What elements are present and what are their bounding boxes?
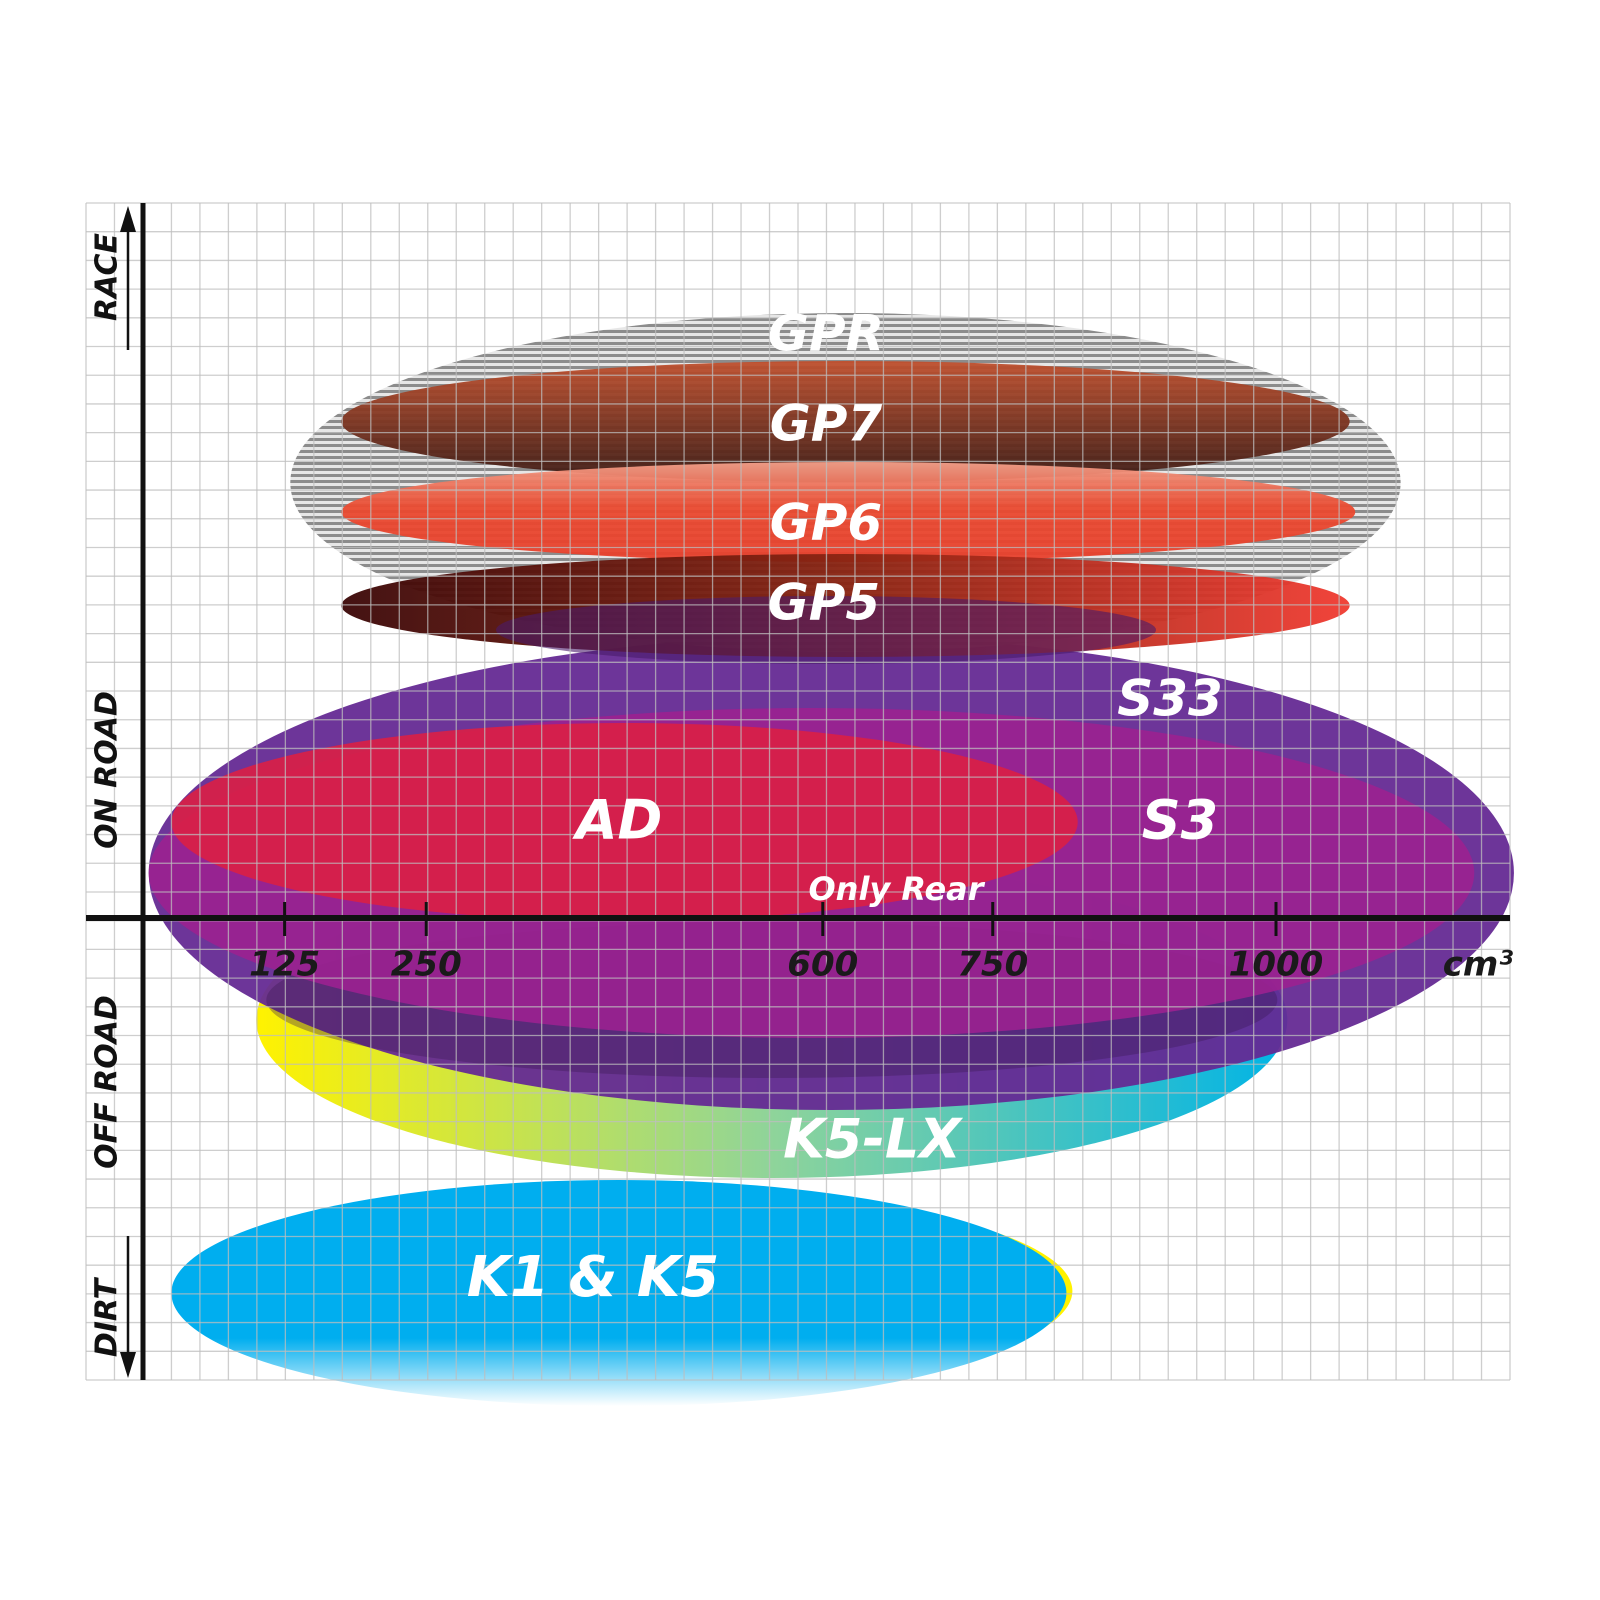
series-label-k5-lx: K5-LX <box>783 1108 963 1171</box>
x-tick-label: 750 <box>957 945 1028 985</box>
y-category-label-dirt: DIRT <box>90 1276 125 1357</box>
y-category-label-off-road: OFF ROAD <box>90 995 125 1169</box>
x-tick-label: 250 <box>391 945 462 985</box>
x-axis-unit-label: cm³ <box>1443 945 1514 985</box>
series-label-k1-k5: K1 & K5 <box>467 1245 720 1310</box>
range-ellipse-gp6 <box>341 462 1356 562</box>
series-label-gp7: GP7 <box>770 395 883 453</box>
series-label-ad: AD <box>572 789 663 852</box>
x-tick-label: 1000 <box>1229 945 1324 985</box>
range-ellipse-ad <box>171 723 1078 921</box>
series-label-s3: S3 <box>1142 789 1218 852</box>
series-label-s33: S33 <box>1117 670 1223 728</box>
x-tick-label: 600 <box>787 945 858 985</box>
up-arrow-icon <box>120 206 136 232</box>
series-label-gp5: GP5 <box>768 574 880 632</box>
y-category-label-on-road: ON ROAD <box>90 691 125 849</box>
x-tick-label: 125 <box>249 945 320 985</box>
series-label-gpr: GPR <box>768 305 884 363</box>
series-label-gp6: GP6 <box>770 494 882 552</box>
y-category-label-race: RACE <box>90 233 125 321</box>
range-ellipse-gp7 <box>341 361 1350 482</box>
down-arrow-icon <box>120 1352 136 1378</box>
only-rear-annotation: Only Rear <box>808 870 985 908</box>
